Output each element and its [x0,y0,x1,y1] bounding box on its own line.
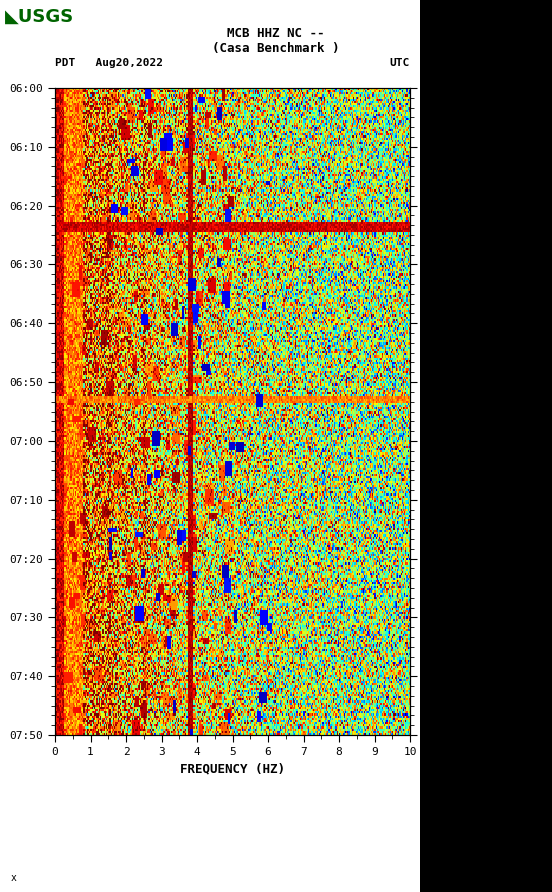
Text: ◣USGS: ◣USGS [5,8,75,26]
Text: MCB HHZ NC --: MCB HHZ NC -- [227,27,325,40]
Text: x: x [11,873,17,883]
Text: PDT   Aug20,2022: PDT Aug20,2022 [55,58,163,68]
Text: (Casa Benchmark ): (Casa Benchmark ) [213,42,339,55]
Text: UTC: UTC [390,58,410,68]
X-axis label: FREQUENCY (HZ): FREQUENCY (HZ) [180,763,285,775]
